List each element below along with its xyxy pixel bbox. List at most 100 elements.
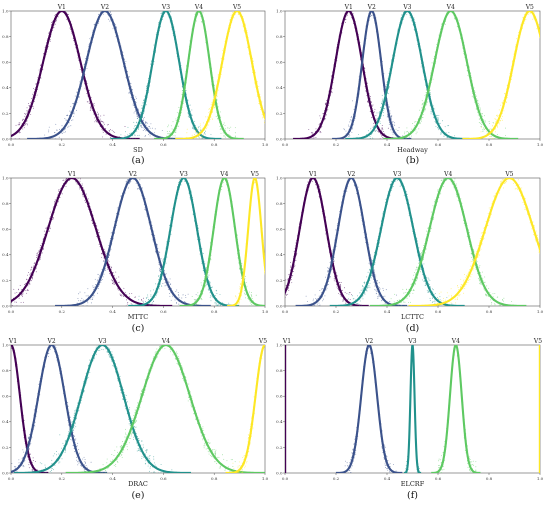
series-points	[164, 11, 236, 139]
series-points	[433, 178, 540, 306]
series-line	[431, 345, 481, 473]
x-tick-label: 0.4	[109, 476, 116, 481]
y-tick-label: 0.6	[2, 60, 9, 65]
series-v1	[293, 11, 405, 139]
series-label: V1	[282, 338, 291, 345]
y-tick-label: 0.0	[2, 303, 9, 308]
series-v2	[295, 178, 408, 306]
x-axis-label: MTTC	[128, 313, 148, 321]
series-points	[303, 11, 395, 139]
series-v4	[154, 11, 244, 139]
series-v5	[462, 11, 540, 139]
series-label: V2	[364, 338, 373, 345]
series-v1	[11, 178, 173, 306]
series-v2	[27, 11, 183, 139]
series-v1	[11, 345, 49, 473]
series-label: V3	[392, 171, 401, 178]
plot-area	[285, 178, 540, 306]
x-tick-label: 0.0	[282, 476, 289, 481]
y-tick-label: 0.6	[2, 227, 9, 232]
series-line	[128, 178, 240, 306]
y-tick-label: 0.6	[276, 60, 283, 65]
x-tick-label: 0.4	[384, 476, 391, 481]
series-label: V4	[443, 171, 452, 178]
y-tick-label: 0.8	[2, 201, 9, 206]
plot-frame	[10, 177, 266, 307]
y-tick-label: 1.0	[2, 175, 9, 180]
series-label: V2	[128, 171, 137, 178]
y-tick-label: 0.6	[276, 394, 283, 399]
series-label: V4	[219, 171, 228, 178]
series-v4	[383, 11, 519, 139]
y-tick-label: 0.8	[276, 368, 283, 373]
y-tick-label: 0.4	[276, 419, 283, 424]
series-line	[13, 345, 191, 473]
series-label: V2	[367, 4, 376, 11]
series-line	[175, 11, 265, 139]
series-v5	[225, 345, 265, 473]
x-tick-label: 0.6	[160, 309, 167, 314]
x-tick-label: 0.2	[59, 309, 66, 314]
y-tick-label: 0.2	[2, 445, 9, 450]
y-tick-label: 0.6	[276, 227, 283, 232]
series-line	[285, 178, 369, 306]
series-line	[335, 345, 403, 473]
x-tick-label: 0.0	[8, 142, 15, 147]
x-tick-label: 0.2	[333, 142, 340, 147]
series-v3	[128, 178, 240, 306]
x-tick-label: 0.6	[435, 309, 442, 314]
series-points	[120, 11, 212, 139]
y-tick-label: 0.8	[2, 34, 9, 39]
x-axis-label: DRAC	[128, 480, 148, 488]
series-line	[408, 178, 540, 306]
series-v3	[403, 345, 422, 473]
y-tick-label: 0.2	[276, 278, 283, 283]
series-line	[11, 345, 108, 473]
plot-frame	[10, 10, 266, 140]
plot-frame	[284, 344, 541, 474]
series-line	[65, 345, 265, 473]
x-tick-label: 0.8	[211, 142, 218, 147]
series-line	[225, 345, 265, 473]
x-axis-label: ELCRF	[401, 480, 425, 488]
series-points	[436, 345, 477, 473]
series-label: V3	[402, 4, 411, 11]
chart-panel: 0.0 0.2 0.4 0.6 0.8 1.00.00.20.40.60.81.0 V1 V2…	[276, 338, 544, 501]
x-tick-label: 0.8	[211, 309, 218, 314]
y-tick-label: 0.2	[276, 111, 283, 116]
x-tick-label: 0.0	[282, 309, 289, 314]
series-line	[345, 11, 470, 139]
series-label: V5	[504, 171, 513, 178]
series-line	[403, 345, 422, 473]
panel-letter: (a)	[131, 155, 144, 166]
series-v1	[285, 178, 369, 306]
series-label: V3	[161, 4, 170, 11]
series-label: V5	[525, 4, 534, 11]
y-tick-label: 1.0	[276, 8, 283, 13]
y-tick-label: 0.0	[276, 303, 283, 308]
series-points	[186, 11, 265, 139]
plot-area	[293, 11, 540, 139]
x-tick-label: 0.6	[435, 142, 442, 147]
x-tick-label: 1.0	[262, 142, 269, 147]
x-tick-label: 1.0	[537, 309, 544, 314]
series-v3	[329, 178, 465, 306]
y-tick-label: 0.4	[2, 252, 9, 257]
x-tick-label: 0.2	[59, 142, 66, 147]
series-points	[11, 345, 98, 473]
series-label: V1	[308, 171, 317, 178]
x-tick-label: 0.8	[486, 142, 493, 147]
series-points	[347, 178, 453, 306]
series-v5	[175, 11, 265, 139]
series-points	[138, 178, 230, 306]
series-v3	[13, 345, 191, 473]
y-tick-label: 0.4	[276, 252, 283, 257]
x-tick-label: 0.8	[486, 476, 493, 481]
x-tick-label: 0.4	[384, 142, 391, 147]
panel-letter: (b)	[406, 155, 420, 166]
series-v4	[370, 178, 527, 306]
series-v5	[408, 178, 540, 306]
series-v3	[110, 11, 222, 139]
series-points	[84, 345, 246, 473]
x-tick-label: 1.0	[537, 142, 544, 147]
